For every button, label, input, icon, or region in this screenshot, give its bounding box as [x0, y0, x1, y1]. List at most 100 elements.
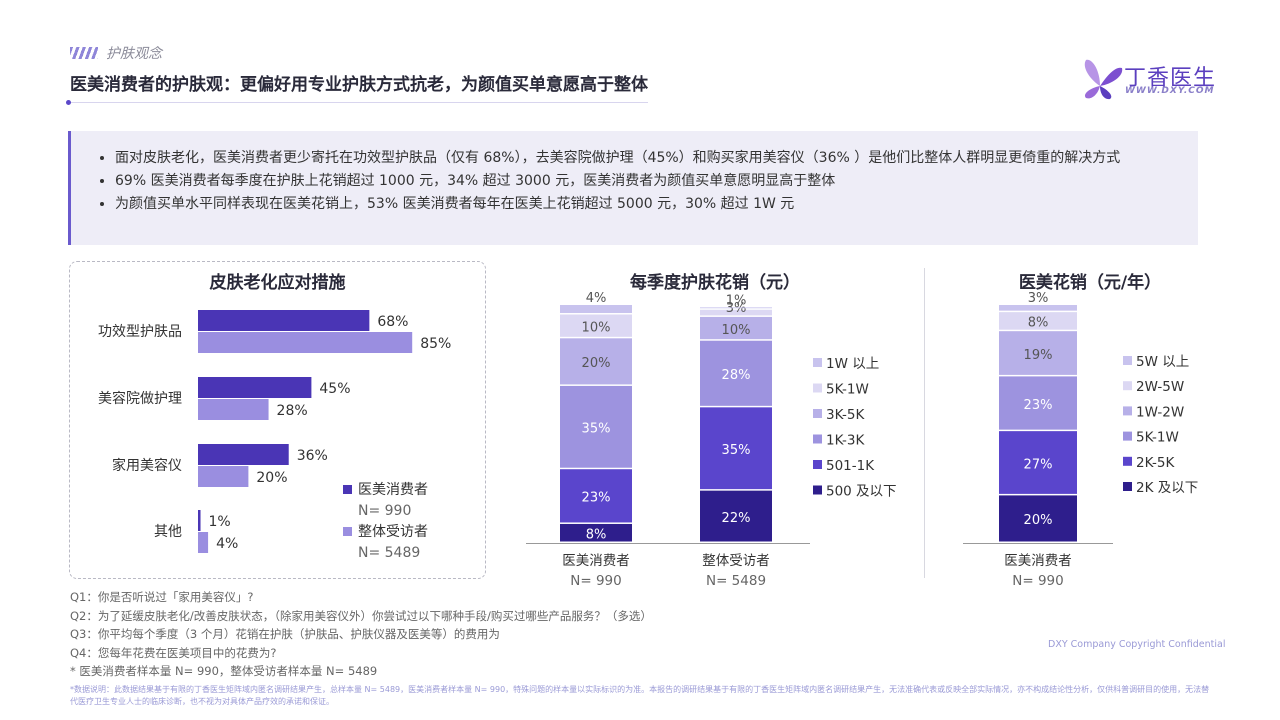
- category-label: 医美消费者: [562, 553, 630, 569]
- category-label: 美容院做护理: [98, 390, 182, 407]
- stack-segment: [999, 305, 1077, 311]
- stack-segment: [999, 495, 1077, 542]
- legend-label: 2K-5K: [1136, 455, 1175, 471]
- logo-url: WWW.DXY.COM: [1125, 86, 1215, 96]
- category-n: N= 990: [1012, 573, 1063, 589]
- segment-label: 4%: [586, 291, 607, 306]
- category-label: 功效型护肤品: [98, 324, 182, 340]
- legend-swatch: [813, 434, 822, 444]
- footnote-q1: Q1：你是否听说过「家用美容仪」?: [70, 590, 254, 604]
- bar: [198, 510, 201, 531]
- stack-segment: [560, 305, 632, 314]
- stack-segment: [560, 523, 632, 542]
- summary-item: 面对皮肤老化，医美消费者更少寄托在功效型护肤品（仅有 68%），去美容院做护理（…: [115, 147, 1178, 170]
- legend-swatch: [1123, 456, 1132, 466]
- stack-segment: [999, 376, 1077, 430]
- data-label: 20%: [256, 470, 287, 486]
- summary-item: 为颜值买单水平同样表现在医美花销上，53% 医美消费者每年在医美上花销超过 50…: [115, 193, 1178, 216]
- segment-label: 19%: [1024, 348, 1053, 363]
- summary-list: 面对皮肤老化，医美消费者更少寄托在功效型护肤品（仅有 68%），去美容院做护理（…: [95, 147, 1178, 216]
- segment-label: 3%: [726, 301, 747, 316]
- legend-label: 整体受访者: [358, 524, 428, 540]
- disclaimer: *数据说明：此数据结果基于有限的丁香医生矩阵域内匿名调研结果产生，总样本量 N=…: [70, 685, 1210, 706]
- legend-label: 1W 以上: [826, 356, 879, 372]
- legend-label: 2W-5W: [1136, 379, 1184, 395]
- summary-item: 69% 医美消费者每季度在护肤上花销超过 1000 元，34% 超过 3000 …: [115, 170, 1178, 193]
- legend-swatch: [813, 460, 822, 469]
- data-label: 4%: [216, 536, 238, 552]
- legend-label: 501-1K: [826, 458, 875, 474]
- segment-label: 3%: [1028, 291, 1049, 306]
- logo-text: 丁香医生: [1124, 66, 1217, 91]
- chart2-svg: 8% 23% 35% 20% 10% 4% 医美消费者 N= 990 22% 35% 28% 10% 3…: [526, 291, 897, 589]
- stack-segment: [700, 307, 772, 309]
- segment-label: 20%: [582, 356, 611, 371]
- legend-n: N= 990: [358, 503, 411, 519]
- legend-swatch: [813, 485, 822, 495]
- legend-swatch: [343, 485, 352, 494]
- data-label: 28%: [277, 403, 308, 419]
- legend-swatch: [813, 358, 822, 367]
- legend-swatch: [1123, 482, 1132, 491]
- stack-segment: [999, 331, 1077, 375]
- segment-label: 22%: [722, 511, 751, 526]
- footnote-q4: Q4：您每年花费在医美项目中的花费为?: [70, 645, 277, 660]
- segment-label: 23%: [1024, 398, 1053, 413]
- footnote-q2: Q2：为了延缓皮肤老化/改善皮肤状态，（除家用美容仪外）你尝试过以下哪种手段/购…: [70, 608, 652, 623]
- segment-label: 1%: [726, 293, 747, 308]
- segment-label: 20%: [1024, 513, 1053, 528]
- stack-segment: [560, 338, 632, 385]
- bar: [198, 466, 249, 487]
- footnote-q3: Q3：你平均每个季度（3 个月）花销在护肤（护肤品、护肤仪器及医美等）的费用为: [70, 627, 500, 641]
- legend-swatch: [813, 409, 822, 418]
- legend-label: 1W-2W: [1136, 404, 1184, 420]
- stack-segment: [700, 309, 772, 316]
- data-label: 45%: [319, 381, 350, 397]
- chart3-svg: 20% 27% 23% 19% 8% 3% 医美消费者 N= 990 5W 以上 2W-5W 1W-…: [963, 291, 1198, 589]
- data-label: 1%: [209, 514, 231, 530]
- legend-swatch: [1123, 356, 1132, 365]
- legend-label: 1K-3K: [826, 433, 865, 449]
- legend-label: 医美消费者: [358, 482, 428, 498]
- legend-label: 5W 以上: [1136, 354, 1189, 370]
- chart-divider: [924, 268, 925, 578]
- stack-segment: [999, 431, 1077, 494]
- summary-box: 面对皮肤老化，医美消费者更少寄托在功效型护肤品（仅有 68%），去美容院做护理（…: [68, 131, 1198, 245]
- section-tag: 护肤观念: [70, 43, 162, 63]
- bar: [198, 444, 289, 465]
- stack-segment: [560, 469, 632, 523]
- stack-segment: [700, 407, 772, 490]
- category-label: 医美消费者: [1004, 553, 1072, 569]
- bar: [198, 310, 370, 331]
- logo: [1084, 59, 1123, 100]
- legend-label: 500 及以下: [826, 484, 897, 500]
- segment-label: 23%: [582, 491, 611, 506]
- category-label: 家用美容仪: [112, 457, 182, 474]
- data-label: 36%: [297, 448, 328, 464]
- butterfly-icon: [1084, 59, 1123, 100]
- section-label: 护肤观念: [106, 46, 162, 62]
- stack-segment: [700, 490, 772, 542]
- legend-label: 5K-1W: [826, 382, 869, 398]
- legend-swatch: [1123, 431, 1132, 441]
- category-label: 其他: [154, 524, 182, 540]
- chart3-title: 医美花销（元/年）: [1018, 273, 1162, 293]
- copyright: DXY Company Copyright Confidential: [1048, 639, 1226, 650]
- segment-label: 28%: [722, 368, 751, 383]
- legend-n: N= 5489: [358, 545, 420, 561]
- footnote-sample: * 医美消费者样本量 N= 990，整体受访者样本量 N= 5489: [70, 664, 378, 678]
- segment-label: 8%: [586, 527, 607, 542]
- segment-label: 35%: [722, 443, 751, 458]
- stack-segment: [560, 385, 632, 468]
- bar: [198, 332, 413, 353]
- category-label: 整体受访者: [702, 553, 770, 569]
- stack-segment: [700, 316, 772, 340]
- segment-label: 10%: [722, 323, 751, 338]
- chart1-frame: [69, 261, 486, 579]
- legend-swatch: [1123, 381, 1132, 391]
- data-label: 85%: [420, 336, 451, 352]
- segment-label: 35%: [582, 422, 611, 437]
- chart2-title: 每季度护肤花销（元）: [630, 273, 800, 293]
- category-n: N= 5489: [706, 573, 766, 589]
- legend-swatch: [813, 383, 822, 393]
